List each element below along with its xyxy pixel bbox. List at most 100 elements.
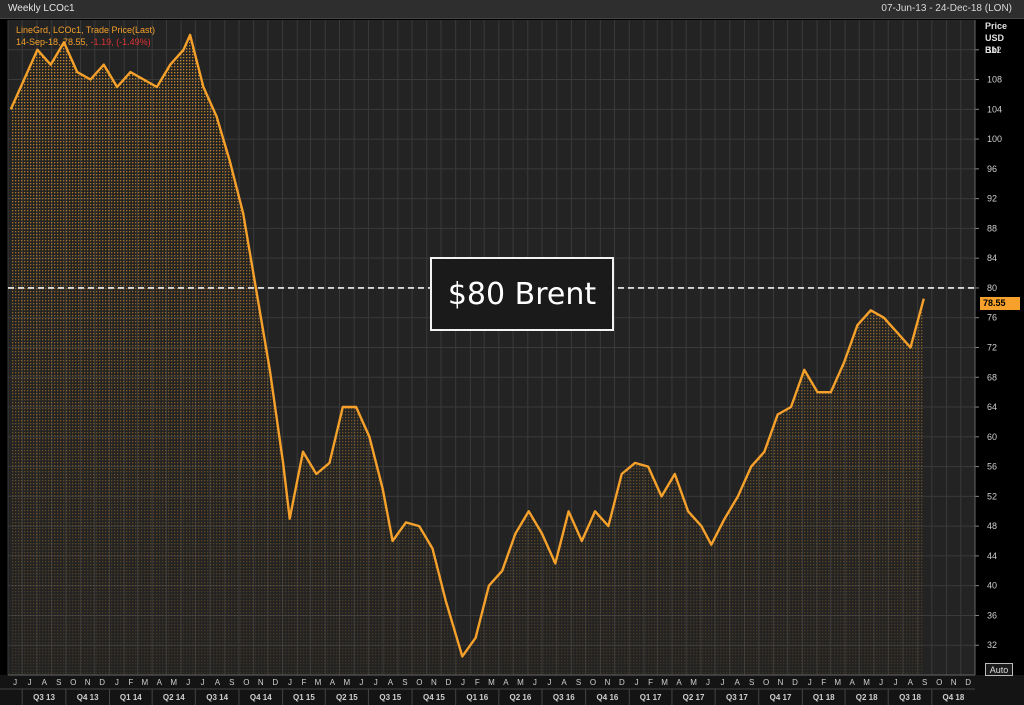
legend-date: 14-Sep-18, [16, 37, 63, 47]
x-month-label: F [821, 678, 826, 687]
x-month-label: O [763, 678, 769, 687]
x-month-label: M [834, 678, 841, 687]
title-bar: Weekly LCOc1 07-Jun-13 - 24-Dec-18 (LON) [0, 0, 1024, 19]
x-month-label: M [690, 678, 697, 687]
x-quarter-label: Q2 18 [856, 693, 878, 702]
y-tick-label: 96 [987, 164, 997, 174]
y-tick-label: 84 [987, 253, 997, 263]
y-tick-label: 100 [987, 134, 1002, 144]
x-quarter-label: Q4 13 [77, 693, 99, 702]
y-tick-label: 36 [987, 610, 997, 620]
x-month-label: J [461, 678, 465, 687]
x-quarter-label: Q4 15 [423, 693, 445, 702]
x-month-label: N [951, 678, 957, 687]
x-month-label: A [561, 678, 567, 687]
y-tick-label: 32 [987, 640, 997, 650]
x-month-label: M [863, 678, 870, 687]
x-month-label: J [115, 678, 119, 687]
y-tick-label: 64 [987, 402, 997, 412]
y-axis-title: Price [985, 21, 1007, 31]
x-month-label: N [258, 678, 264, 687]
y-tick-label: 44 [987, 551, 997, 561]
x-quarter-label: Q1 14 [120, 693, 142, 702]
x-quarter-label: Q3 13 [33, 693, 55, 702]
x-axis-band [0, 675, 1024, 705]
x-month-label: N [778, 678, 784, 687]
x-quarter-label: Q2 17 [683, 693, 705, 702]
series-area-fill [10, 34, 924, 675]
last-price-tag: 78.55 [980, 297, 1020, 310]
x-month-label: J [13, 678, 17, 687]
y-tick-label: 48 [987, 521, 997, 531]
x-month-label: S [56, 678, 61, 687]
x-month-label: A [676, 678, 682, 687]
x-month-label: D [445, 678, 451, 687]
x-month-label: M [315, 678, 322, 687]
x-month-label: D [965, 678, 971, 687]
x-month-label: A [908, 678, 914, 687]
y-tick-label: 72 [987, 343, 997, 353]
x-month-label: A [849, 678, 855, 687]
y-tick-label: 40 [987, 581, 997, 591]
x-month-label: A [503, 678, 509, 687]
y-tick-label: 88 [987, 223, 997, 233]
x-month-label: J [288, 678, 292, 687]
legend-change: -1.19, (-1.49%) [91, 37, 151, 47]
x-month-label: N [431, 678, 437, 687]
x-month-label: S [922, 678, 927, 687]
legend-series-name: LineGrd, LCOc1, Trade Price(Last) [16, 25, 155, 35]
x-month-label: D [792, 678, 798, 687]
x-month-label: O [70, 678, 76, 687]
x-month-label: F [475, 678, 480, 687]
x-month-label: J [808, 678, 812, 687]
y-tick-label: 56 [987, 462, 997, 472]
x-month-label: A [157, 678, 163, 687]
x-quarter-label: Q1 15 [293, 693, 315, 702]
y-tick-label: 76 [987, 313, 997, 323]
x-quarter-label: Q3 17 [726, 693, 748, 702]
x-month-label: A [330, 678, 336, 687]
x-month-label: D [99, 678, 105, 687]
x-quarter-label: Q4 18 [943, 693, 965, 702]
annotation-text: $80 Brent [447, 276, 597, 312]
x-month-label: O [590, 678, 596, 687]
x-quarter-label: Q3 16 [553, 693, 575, 702]
y-tick-label: 68 [987, 372, 997, 382]
x-quarter-label: Q3 15 [379, 693, 401, 702]
x-month-label: O [936, 678, 942, 687]
window-title: Weekly LCOc1 [8, 3, 75, 14]
y-tick-label: 104 [987, 104, 1002, 114]
y-axis-title: USD [985, 33, 1005, 43]
y-tick-label: 60 [987, 432, 997, 442]
y-tick-label: 80 [987, 283, 997, 293]
series-line [9, 33, 925, 658]
x-quarter-label: Q3 18 [899, 693, 921, 702]
x-month-label: M [141, 678, 148, 687]
x-quarter-label: Q4 16 [597, 693, 619, 702]
auto-scale-button[interactable]: Auto [985, 663, 1013, 676]
x-month-label: O [243, 678, 249, 687]
x-month-label: J [186, 678, 190, 687]
x-quarter-label: Q4 14 [250, 693, 272, 702]
x-month-label: S [229, 678, 234, 687]
x-month-label: J [201, 678, 205, 687]
y-tick-label: 52 [987, 491, 997, 501]
y-tick-label: 108 [987, 75, 1002, 85]
x-month-label: M [661, 678, 668, 687]
x-month-label: N [605, 678, 611, 687]
x-month-label: J [547, 678, 551, 687]
x-month-label: M [344, 678, 351, 687]
x-month-label: O [416, 678, 422, 687]
x-month-label: J [374, 678, 378, 687]
x-month-label: F [301, 678, 306, 687]
x-quarter-label: Q1 18 [813, 693, 835, 702]
x-month-label: A [42, 678, 48, 687]
legend-value: 78.55, [63, 37, 91, 47]
x-month-label: M [170, 678, 177, 687]
x-month-label: D [272, 678, 278, 687]
x-month-label: A [215, 678, 221, 687]
annotation-box: $80 Brent [430, 257, 614, 331]
x-month-label: J [706, 678, 710, 687]
